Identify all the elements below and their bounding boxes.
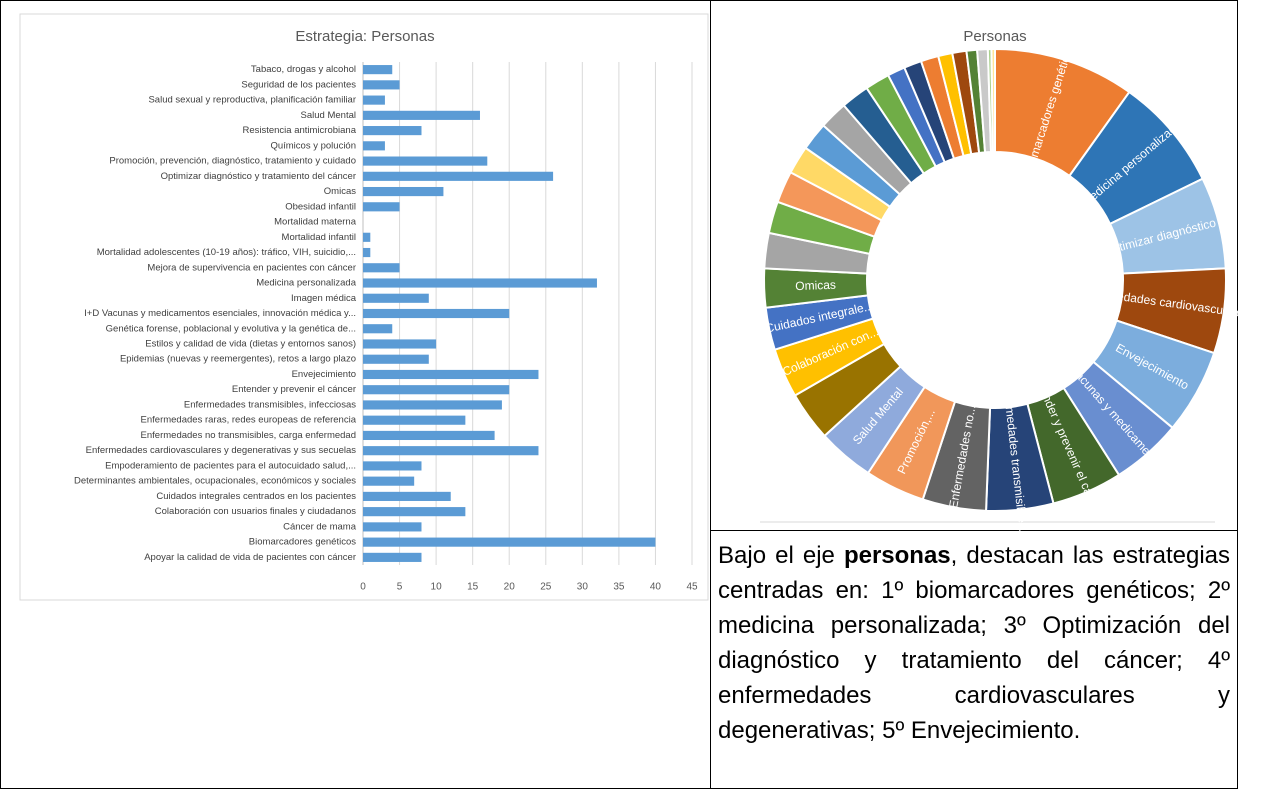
- y-tick-label: Colaboración con usuarios finales y ciud…: [155, 506, 356, 517]
- bar: [363, 65, 393, 75]
- bar: [363, 491, 451, 501]
- y-tick-label: Cáncer de mama: [283, 521, 357, 532]
- bar: [363, 537, 656, 547]
- x-tick-label: 45: [686, 582, 698, 593]
- bar: [363, 415, 466, 425]
- y-tick-label: Enfermedades cardiovasculares y degenera…: [86, 445, 357, 456]
- bar: [363, 476, 415, 486]
- bar: [363, 186, 444, 197]
- y-tick-label: Enfermedades no transmisibles, carga enf…: [141, 430, 356, 441]
- bar: [363, 171, 554, 181]
- bar: [363, 247, 371, 258]
- bar: [363, 95, 385, 105]
- y-tick-label: Mortalidad adolescentes (10-19 años): tr…: [97, 247, 356, 258]
- y-tick-label: Biomarcadores genéticos: [249, 537, 356, 548]
- y-tick-label: Químicos y polución: [270, 140, 356, 151]
- y-tick-label: Salud sexual y reproductiva, planificaci…: [148, 95, 356, 106]
- y-tick-label: Resistencia antimicrobiana: [242, 125, 356, 136]
- x-tick-label: 5: [397, 582, 403, 593]
- y-tick-label: Entender y prevenir el cáncer: [232, 384, 356, 395]
- x-tick-label: 30: [577, 582, 589, 593]
- x-tick-label: 15: [467, 582, 479, 593]
- y-tick-label: Obesidad infantil: [285, 201, 356, 212]
- bar: [363, 278, 597, 288]
- bar: [363, 461, 422, 471]
- x-tick-label: 0: [360, 582, 366, 593]
- bar: [363, 324, 393, 334]
- x-tick-label: 20: [504, 582, 516, 593]
- y-tick-label: Mortalidad infantil: [282, 232, 356, 243]
- paragraph: Bajo el eje personas, destacan las estra…: [718, 538, 1230, 748]
- y-tick-label: Medicina personalizada: [256, 278, 357, 289]
- bar: [363, 354, 429, 364]
- y-tick-label: I+D Vacunas y medicamentos esenciales, i…: [84, 308, 356, 319]
- text: , destacan las estrategias centradas en:…: [718, 542, 1230, 744]
- slice-label: Omicas: [795, 278, 836, 293]
- bar: [363, 308, 510, 319]
- bar: [363, 110, 480, 120]
- y-tick-label: Genética forense, poblacional y evolutiv…: [106, 323, 356, 334]
- bar: [363, 369, 539, 380]
- bar: [363, 232, 371, 242]
- y-tick-label: Enfermedades transmisibles, infecciosas: [184, 399, 356, 410]
- pie-chart-title: Personas: [963, 28, 1026, 45]
- x-tick-label: 40: [650, 582, 662, 593]
- y-tick-label: Enfermedades raras, redes europeas de re…: [141, 415, 357, 426]
- bar: [363, 80, 400, 90]
- x-tick-label: 10: [431, 582, 443, 593]
- y-tick-label: Mortalidad materna: [274, 217, 357, 228]
- y-tick-label: Promoción, prevención, diagnóstico, trat…: [109, 156, 356, 167]
- y-tick-label: Seguridad de los pacientes: [241, 79, 356, 90]
- bar: [363, 507, 466, 517]
- y-tick-label: Empoderamiento de pacientes para el auto…: [105, 460, 356, 471]
- y-tick-label: Imagen médica: [291, 293, 357, 304]
- bar: [363, 400, 502, 410]
- bar: [363, 446, 539, 456]
- bar: [363, 141, 385, 151]
- bar-chart-title: Estrategia: Personas: [295, 28, 434, 45]
- bar: [363, 522, 422, 532]
- y-tick-label: Apoyar la calidad de vida de pacientes c…: [144, 552, 356, 563]
- bar: [363, 385, 510, 395]
- bar: [363, 552, 422, 562]
- y-tick-label: Optimizar diagnóstico y tratamiento del …: [161, 171, 356, 182]
- bar: [363, 339, 437, 349]
- pie-slice: [990, 47, 996, 154]
- y-tick-label: Omicas: [324, 186, 356, 197]
- y-tick-label: Cuidados integrales centrados en los pac…: [156, 491, 356, 502]
- bar: [363, 126, 422, 136]
- y-tick-label: Tabaco, drogas y alcohol: [251, 64, 356, 75]
- y-tick-label: Estilos y calidad de vida (dietas y ento…: [145, 339, 356, 350]
- x-tick-label: 35: [613, 582, 625, 593]
- bar: [363, 430, 495, 441]
- y-tick-label: Epidemias (nuevas y reemergentes), retos…: [120, 354, 356, 365]
- x-tick-label: 25: [540, 582, 552, 593]
- text: Bajo el eje: [718, 542, 844, 569]
- y-tick-label: Determinantes ambientales, ocupacionales…: [74, 476, 356, 487]
- bar: [363, 156, 488, 166]
- bar: [363, 263, 400, 273]
- y-tick-label: Mejora de supervivencia en pacientes con…: [147, 262, 356, 273]
- y-tick-label: Envejecimiento: [292, 369, 356, 380]
- bar: [363, 202, 400, 212]
- bar: [363, 293, 429, 303]
- bold-text: personas: [843, 542, 951, 569]
- y-tick-label: Salud Mental: [301, 110, 356, 121]
